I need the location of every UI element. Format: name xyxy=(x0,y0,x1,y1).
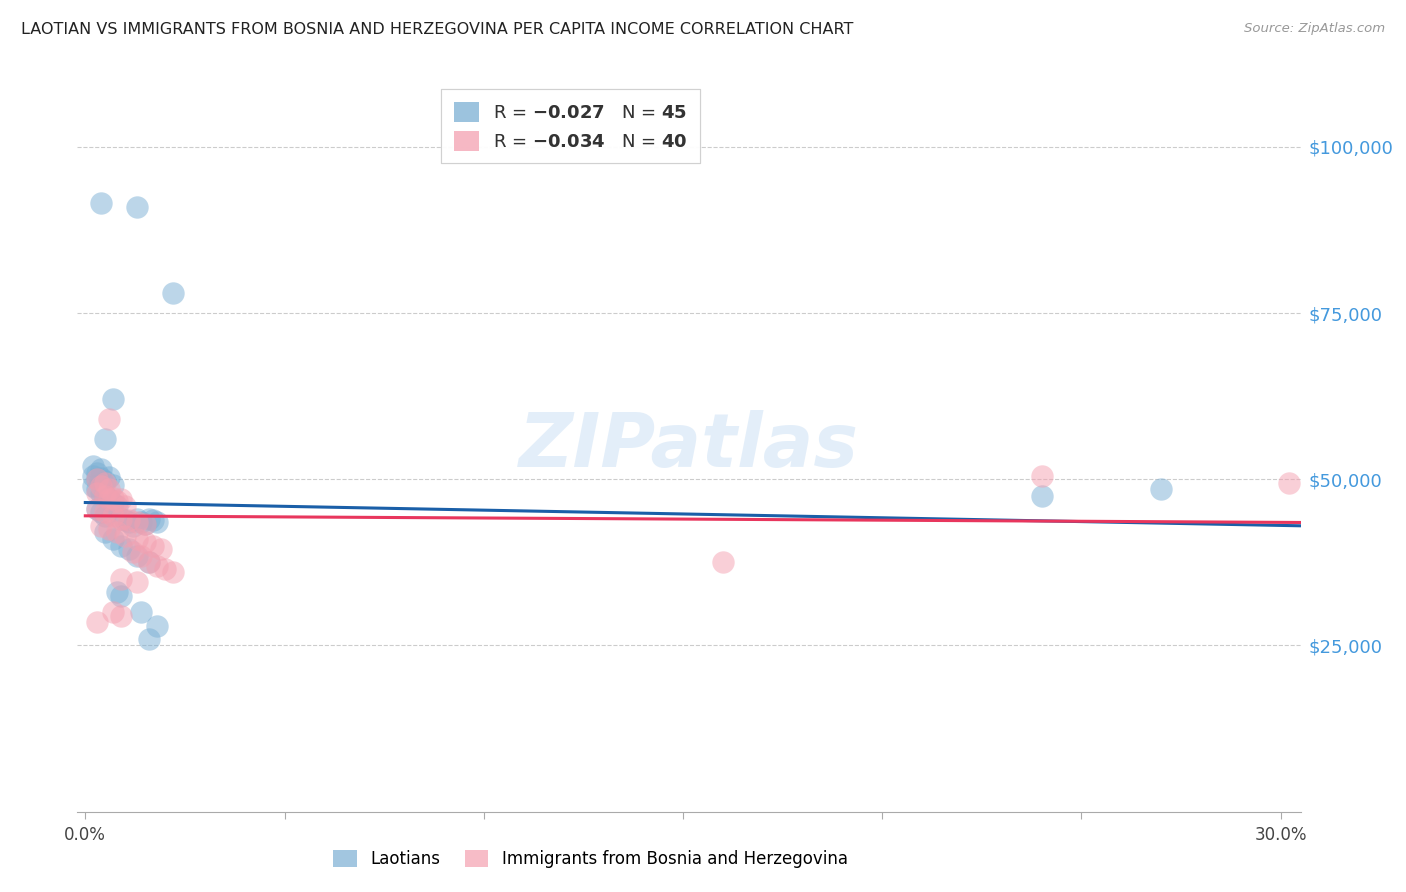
Point xyxy=(142,539,165,553)
Point xyxy=(110,572,132,586)
Legend: Laotians, Immigrants from Bosnia and Herzegovina: Laotians, Immigrants from Bosnia and Her… xyxy=(326,843,855,875)
Point xyxy=(110,539,132,553)
Point xyxy=(127,575,149,590)
Point xyxy=(86,482,108,496)
Point xyxy=(90,462,112,476)
Point xyxy=(1031,489,1053,503)
Point xyxy=(86,472,108,486)
Point xyxy=(94,489,117,503)
Point xyxy=(1277,475,1299,490)
Point xyxy=(122,545,145,559)
Point xyxy=(146,558,169,573)
Point xyxy=(90,471,112,485)
Point xyxy=(103,477,125,491)
Point xyxy=(103,605,125,619)
Point xyxy=(122,518,145,533)
Point xyxy=(86,466,108,480)
Point xyxy=(94,474,117,488)
Point xyxy=(90,485,112,500)
Point xyxy=(86,615,108,630)
Point xyxy=(98,470,121,484)
Point xyxy=(105,499,128,513)
Point xyxy=(94,508,117,523)
Text: LAOTIAN VS IMMIGRANTS FROM BOSNIA AND HERZEGOVINA PER CAPITA INCOME CORRELATION : LAOTIAN VS IMMIGRANTS FROM BOSNIA AND HE… xyxy=(21,22,853,37)
Point xyxy=(105,493,128,508)
Point xyxy=(150,542,173,557)
Point xyxy=(82,458,104,473)
Point xyxy=(138,632,160,646)
Point xyxy=(134,517,156,532)
Point xyxy=(90,196,112,211)
Point xyxy=(82,469,104,483)
Point xyxy=(103,508,125,523)
Point xyxy=(138,512,160,526)
Point xyxy=(90,506,112,520)
Point xyxy=(98,482,121,496)
Point xyxy=(110,589,132,603)
Point xyxy=(86,472,108,486)
Point xyxy=(118,542,141,557)
Point xyxy=(114,529,136,543)
Point xyxy=(127,549,149,563)
Point xyxy=(134,517,156,532)
Point xyxy=(711,555,734,569)
Point xyxy=(103,392,125,407)
Point xyxy=(146,516,169,530)
Text: Source: ZipAtlas.com: Source: ZipAtlas.com xyxy=(1244,22,1385,36)
Point xyxy=(94,475,117,490)
Point xyxy=(98,412,121,426)
Point xyxy=(127,512,149,526)
Point xyxy=(105,525,128,540)
Point xyxy=(129,605,152,619)
Point xyxy=(86,502,108,516)
Point xyxy=(138,555,160,569)
Point xyxy=(127,200,149,214)
Point xyxy=(98,492,121,507)
Point xyxy=(110,512,132,526)
Point xyxy=(82,479,104,493)
Point xyxy=(129,516,152,530)
Point xyxy=(134,535,156,549)
Point xyxy=(162,286,184,301)
Point xyxy=(110,608,132,623)
Point xyxy=(1150,482,1173,496)
Point xyxy=(103,532,125,546)
Point xyxy=(162,566,184,580)
Point xyxy=(86,485,108,500)
Point xyxy=(127,532,149,546)
Point xyxy=(110,512,132,526)
Point xyxy=(98,492,121,507)
Point xyxy=(94,506,117,520)
Legend: R = $\mathbf{-0.027}$   N = $\mathbf{45}$, R = $\mathbf{-0.034}$   N = $\mathbf{: R = $\mathbf{-0.027}$ N = $\mathbf{45}$,… xyxy=(441,89,700,163)
Point xyxy=(94,433,117,447)
Point xyxy=(127,516,149,530)
Point xyxy=(98,522,121,536)
Point xyxy=(118,513,141,527)
Point xyxy=(110,492,132,507)
Point xyxy=(103,491,125,505)
Point xyxy=(1031,469,1053,483)
Point xyxy=(114,513,136,527)
Point xyxy=(146,618,169,632)
Point xyxy=(153,562,176,576)
Point xyxy=(94,525,117,540)
Point xyxy=(105,585,128,599)
Point xyxy=(94,489,117,503)
Point xyxy=(103,495,125,509)
Point xyxy=(142,513,165,527)
Point xyxy=(90,518,112,533)
Point xyxy=(86,502,108,516)
Point xyxy=(118,516,141,530)
Point xyxy=(114,499,136,513)
Text: ZIPatlas: ZIPatlas xyxy=(519,409,859,483)
Point xyxy=(90,479,112,493)
Point xyxy=(129,549,152,563)
Point xyxy=(138,555,160,569)
